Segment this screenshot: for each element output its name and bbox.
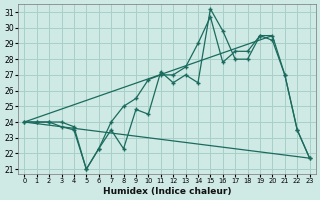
X-axis label: Humidex (Indice chaleur): Humidex (Indice chaleur) <box>103 187 231 196</box>
